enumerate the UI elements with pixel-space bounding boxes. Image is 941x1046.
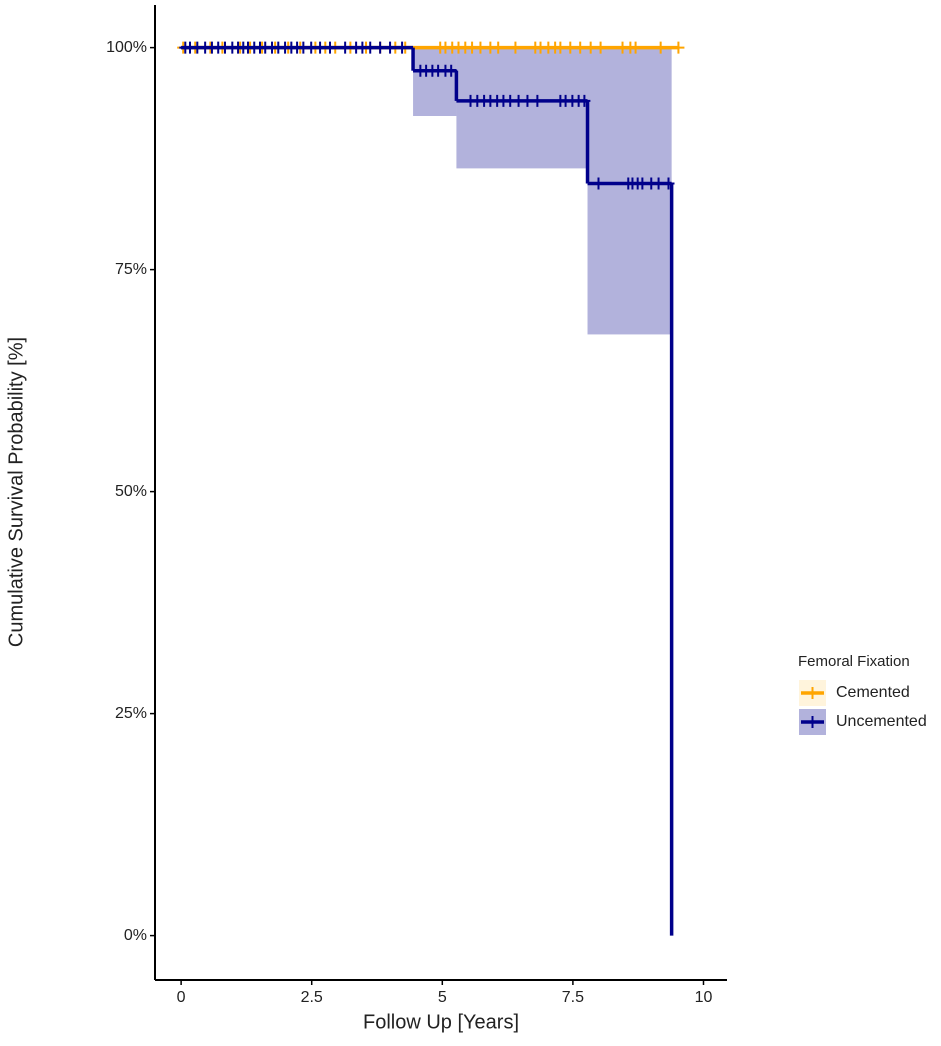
- x-tick-label: 2.5: [301, 989, 323, 1006]
- confidence-band: [587, 48, 672, 335]
- x-axis-title: Follow Up [Years]: [363, 1011, 519, 1033]
- censor-mark: [654, 41, 667, 54]
- censor-mark: [578, 94, 591, 107]
- y-tick-label: 75%: [115, 261, 147, 278]
- legend-title: Femoral Fixation: [798, 653, 910, 670]
- legend-label: Uncemented: [836, 713, 927, 730]
- x-tick-label: 0: [177, 989, 186, 1006]
- censor-mark: [445, 64, 458, 77]
- censor-mark: [396, 41, 409, 54]
- censor-mark: [662, 177, 675, 190]
- censor-mark: [574, 41, 587, 54]
- confidence-band: [413, 48, 457, 116]
- censor-mark: [629, 41, 642, 54]
- y-tick-label: 50%: [115, 483, 147, 500]
- y-tick-label: 25%: [115, 705, 147, 722]
- censor-mark: [492, 41, 505, 54]
- censor-mark: [384, 41, 397, 54]
- x-tick-label: 7.5: [562, 989, 584, 1006]
- x-tick-label: 10: [695, 989, 713, 1006]
- confidence-band: [456, 48, 588, 169]
- y-tick-label: 100%: [106, 39, 147, 56]
- legend-label: Cemented: [836, 684, 910, 701]
- y-axis-title: Cumulative Survival Probability [%]: [5, 337, 27, 647]
- censor-mark: [323, 41, 336, 54]
- censor-mark: [531, 94, 544, 107]
- x-tick-label: 5: [438, 989, 447, 1006]
- censor-mark: [672, 41, 685, 54]
- censor-mark: [592, 177, 605, 190]
- censor-mark: [509, 41, 522, 54]
- censor-mark: [594, 41, 607, 54]
- censor-mark: [339, 41, 352, 54]
- y-tick-label: 0%: [124, 927, 147, 944]
